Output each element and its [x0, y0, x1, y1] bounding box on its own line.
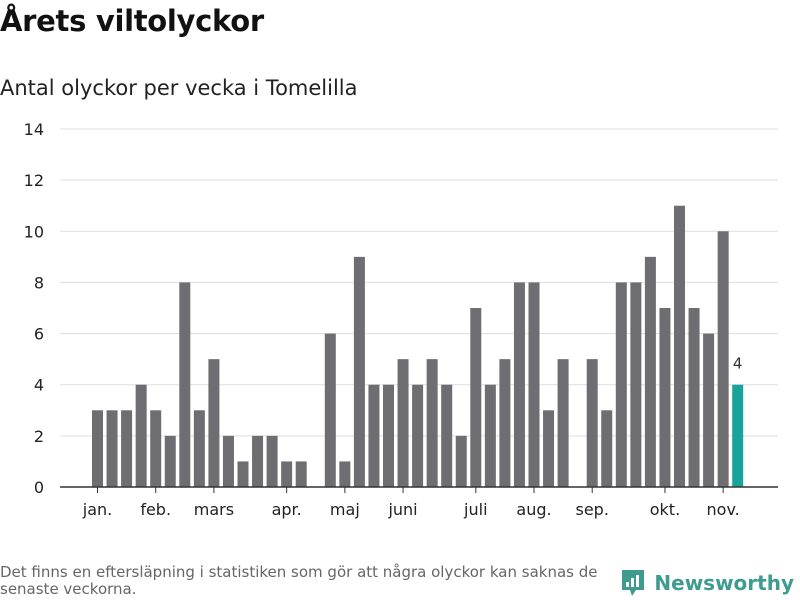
x-tick-label: sep.: [575, 500, 608, 519]
bar: [543, 410, 555, 487]
newsworthy-logo-icon: [622, 570, 645, 596]
bar: [455, 435, 467, 487]
bar: [164, 435, 176, 487]
bar: [659, 308, 671, 487]
bar: [470, 308, 482, 487]
bar: [179, 282, 191, 487]
bar: [295, 461, 307, 487]
x-axis-ticks: jan. feb. mars apr. maj juni juli aug. sep. okt. n…: [82, 487, 740, 519]
bar: [222, 435, 234, 487]
y-axis-ticks: 0 2 4 6 8 10 12 14: [24, 120, 44, 497]
bar: [426, 359, 438, 487]
last-value-label: 4: [733, 355, 743, 373]
y-tick-label: 4: [34, 376, 44, 395]
bar: [586, 359, 598, 487]
y-tick-label: 8: [34, 273, 44, 292]
y-tick-label: 14: [24, 120, 44, 139]
bar-chart: 0 2 4 6 8 10 12 14 jan. feb. mars apr. maj juni juli a…: [24, 120, 778, 519]
y-tick-label: 0: [34, 478, 44, 497]
bar: [644, 256, 656, 487]
footnote: Det finns en eftersläpning i statistiken…: [0, 563, 598, 598]
bar: [397, 359, 409, 487]
chart-subtitle: Antal olyckor per vecka i Tomelilla: [0, 76, 358, 100]
bar: [339, 461, 351, 487]
bar: [368, 384, 380, 487]
bar: [237, 461, 249, 487]
y-tick-label: 6: [34, 325, 44, 344]
bar: [281, 461, 293, 487]
chart-title: Årets viltolyckor: [0, 4, 264, 38]
brand-name: Newsworthy: [654, 571, 794, 595]
bar: [615, 282, 627, 487]
bar: [484, 384, 496, 487]
bar: [324, 333, 336, 487]
bar: [601, 410, 613, 487]
x-tick-label: feb.: [140, 500, 171, 519]
bar: [557, 359, 569, 487]
bar: [513, 282, 525, 487]
bar: [499, 359, 511, 487]
bar-current-week: [732, 384, 744, 487]
bar: [150, 410, 162, 487]
bar: [121, 410, 133, 487]
bar: [266, 435, 278, 487]
bar: [688, 308, 700, 487]
x-tick-label: nov.: [707, 500, 740, 519]
bar: [193, 410, 205, 487]
bar: [717, 231, 729, 487]
x-tick-label: maj: [330, 500, 360, 519]
bar: [674, 205, 685, 487]
x-tick-label: juni: [387, 500, 417, 519]
bar: [412, 384, 424, 487]
bar: [528, 282, 540, 487]
bar: [106, 410, 118, 487]
bar: [441, 384, 453, 487]
brand-logo[interactable]: Newsworthy: [620, 568, 794, 598]
y-tick-label: 10: [24, 222, 44, 241]
bar: [208, 359, 220, 487]
x-tick-label: mars: [194, 500, 234, 519]
y-tick-label: 12: [24, 171, 44, 190]
bar: [703, 333, 715, 487]
bar: [92, 410, 103, 487]
bar: [252, 435, 264, 487]
x-tick-label: aug.: [516, 500, 551, 519]
x-tick-label: okt.: [650, 500, 680, 519]
x-tick-label: apr.: [272, 500, 302, 519]
y-tick-label: 2: [34, 427, 44, 446]
x-tick-label: jan.: [82, 500, 112, 519]
bar: [135, 384, 147, 487]
bar: [383, 384, 394, 487]
bars: [92, 205, 744, 487]
x-tick-label: juli: [463, 500, 487, 519]
bar: [630, 282, 642, 487]
bar: [353, 256, 365, 487]
